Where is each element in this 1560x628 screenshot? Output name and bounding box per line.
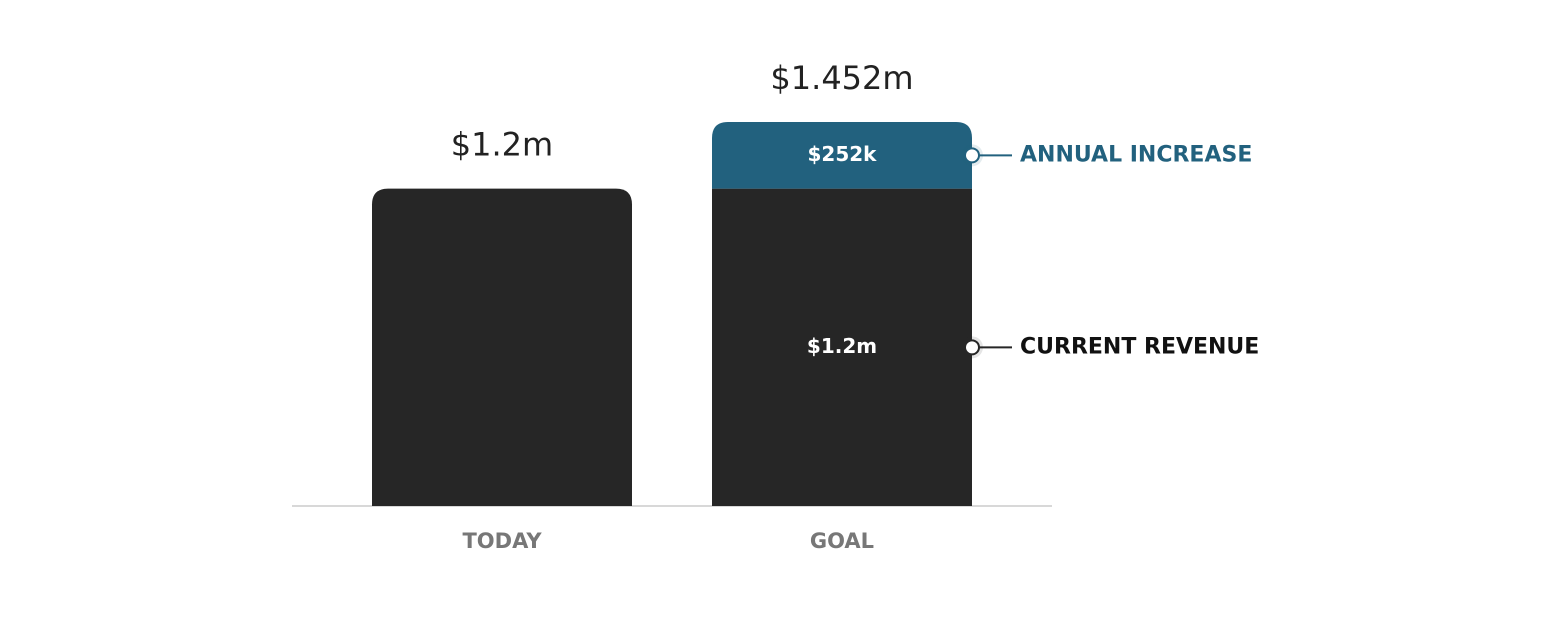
bar-segment (712, 188, 972, 506)
legend-dot (964, 339, 980, 356)
bar-segment (712, 122, 972, 189)
total-label: $1.2m (451, 126, 553, 164)
legend-label: ANNUAL INCREASE (1020, 142, 1252, 167)
legend-dot (964, 147, 980, 164)
total-label: $1.452m (770, 59, 913, 97)
bar-segment (372, 188, 632, 506)
x-tick-label: TODAY (462, 529, 542, 553)
x-tick-label: GOAL (810, 529, 874, 553)
segment-label: $1.2m (807, 334, 877, 358)
segment-label: $252k (808, 142, 878, 166)
legend-label: CURRENT REVENUE (1020, 334, 1259, 359)
